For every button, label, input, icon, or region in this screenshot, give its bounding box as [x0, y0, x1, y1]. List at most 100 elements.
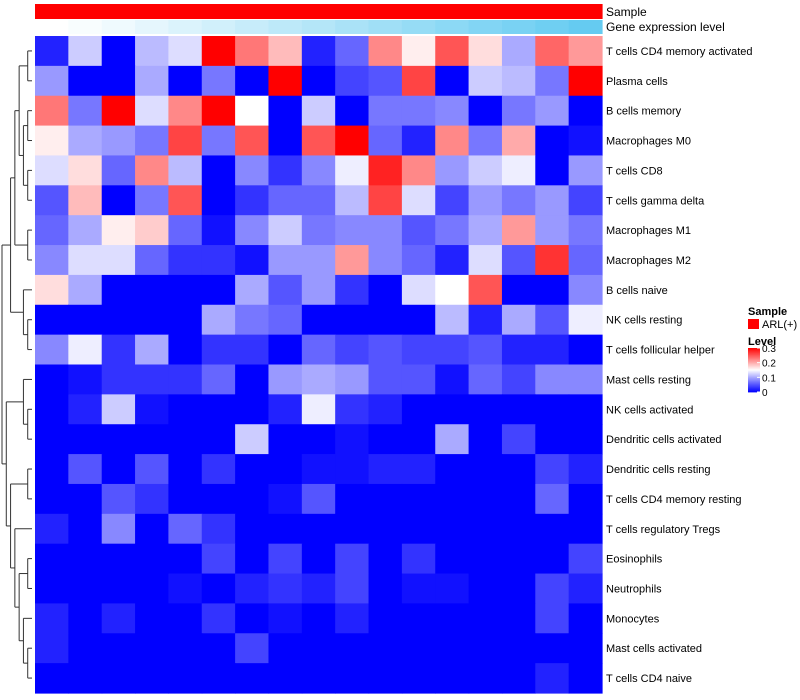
heatmap-cell — [168, 424, 203, 455]
heatmap-cell — [201, 185, 236, 216]
heatmap-cell — [301, 125, 336, 157]
heatmap-cell — [368, 334, 403, 366]
legend-gradient-step — [748, 385, 760, 387]
heatmap-cell — [501, 663, 536, 694]
sample-annotation-cell — [501, 4, 536, 19]
heatmap-cell — [301, 334, 336, 366]
legend-gradient-step — [748, 375, 760, 377]
heatmap-cell — [35, 483, 69, 515]
heatmap-cell — [268, 125, 303, 157]
heatmap-cell — [335, 424, 370, 455]
heatmap-cell — [268, 304, 303, 336]
heatmap-cell — [135, 663, 170, 694]
expression-annotation-cell — [535, 20, 570, 34]
heatmap-cell — [501, 483, 536, 515]
heatmap-cell — [335, 185, 370, 216]
heatmap-cell — [268, 633, 303, 664]
heatmap-cell — [501, 573, 536, 605]
sample-annotation-cell — [435, 4, 470, 19]
heatmap-cell — [435, 573, 470, 605]
row-label: Macrophages M2 — [606, 255, 691, 267]
heatmap-cell — [468, 155, 503, 186]
heatmap-cell — [368, 95, 403, 127]
heatmap-cell — [168, 36, 203, 67]
heatmap-cell — [68, 513, 103, 545]
legend-gradient-step — [748, 382, 760, 384]
heatmap-cell — [68, 603, 103, 634]
heatmap-cell — [535, 304, 570, 336]
heatmap-cell — [435, 334, 470, 366]
row-label: Macrophages M1 — [606, 225, 691, 237]
expression-annotation-cell — [568, 20, 603, 34]
heatmap-cell — [568, 185, 603, 216]
heatmap-cell — [268, 155, 303, 186]
heatmap-cell — [135, 125, 170, 157]
heatmap-cell — [235, 245, 270, 276]
heatmap-cell — [201, 155, 236, 186]
heatmap-cell — [35, 543, 69, 575]
heatmap-cell — [501, 334, 536, 366]
heatmap-cell — [568, 304, 603, 336]
heatmap-cell — [101, 274, 136, 306]
row-label: Mast cells resting — [606, 374, 691, 386]
heatmap-cell — [68, 663, 103, 694]
heatmap-cell — [401, 394, 436, 425]
heatmap-cell — [535, 483, 570, 515]
heatmap-cell — [368, 424, 403, 455]
heatmap-cell — [101, 633, 136, 664]
sample-annotation-cell — [101, 4, 136, 19]
heatmap-cell — [501, 185, 536, 216]
heatmap-cell — [268, 483, 303, 515]
heatmap-cell — [201, 454, 236, 485]
heatmap-cell — [135, 364, 170, 395]
heatmap-cell — [168, 603, 203, 634]
heatmap-cell — [468, 483, 503, 515]
heatmap-cell — [35, 454, 69, 485]
legend-gradient-step — [748, 348, 760, 350]
heatmap-cell — [268, 334, 303, 366]
heatmap-cell — [68, 334, 103, 366]
expression-annotation-cell — [268, 20, 303, 34]
heatmap-cell — [301, 304, 336, 336]
heatmap-cell — [568, 334, 603, 366]
heatmap-cell — [301, 185, 336, 216]
heatmap-cell — [401, 245, 436, 276]
expression-annotation-cell — [468, 20, 503, 34]
heatmap-cell — [535, 454, 570, 485]
heatmap-cell — [568, 65, 603, 97]
legend-tick-label: 0 — [762, 388, 768, 399]
heatmap-cell — [201, 573, 236, 605]
heatmap-cell — [535, 364, 570, 395]
heatmap-cell — [468, 245, 503, 276]
heatmap-cell — [335, 36, 370, 67]
heatmap-cell — [335, 483, 370, 515]
legend-level-title: Level — [748, 336, 776, 348]
legend-gradient-step — [748, 374, 760, 376]
heatmap-cell — [401, 603, 436, 634]
legend-gradient-step — [748, 355, 760, 358]
heatmap-cell — [435, 663, 470, 694]
heatmap-cell — [301, 215, 336, 246]
heatmap-cell — [101, 185, 136, 216]
legend-tick-label: 0.3 — [762, 344, 776, 355]
heatmap-cell — [335, 454, 370, 485]
heatmap-cell — [268, 603, 303, 634]
heatmap-cell — [435, 274, 470, 306]
heatmap-cell — [401, 215, 436, 246]
heatmap-cell — [301, 603, 336, 634]
heatmap-cell — [435, 394, 470, 425]
heatmap-cell — [401, 633, 436, 664]
heatmap-cell — [268, 543, 303, 575]
heatmap-cell — [468, 633, 503, 664]
heatmap-cell — [201, 483, 236, 515]
heatmap-cell — [535, 663, 570, 694]
heatmap-cell — [68, 304, 103, 336]
row-label: T cells CD4 memory activated — [606, 46, 753, 58]
heatmap-cell — [535, 543, 570, 575]
heatmap-cell — [501, 394, 536, 425]
heatmap-cell — [468, 424, 503, 455]
heatmap-cell — [501, 125, 536, 157]
heatmap-cell — [101, 424, 136, 455]
heatmap-cell — [368, 304, 403, 336]
